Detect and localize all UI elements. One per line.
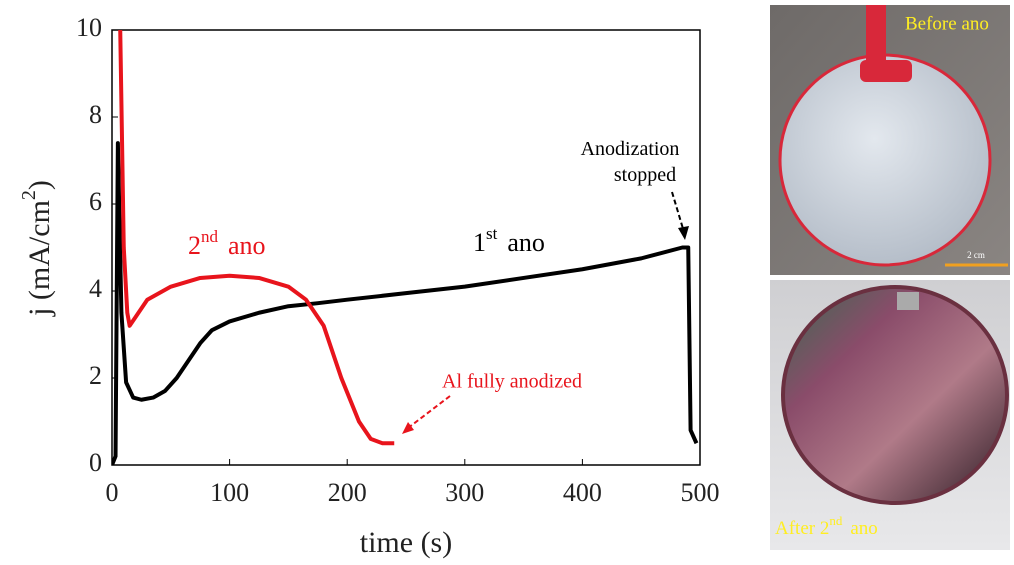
annotation-line: Anodization (581, 138, 680, 160)
y-tick-label: 10 (76, 13, 102, 42)
series-label-part: 2 (188, 231, 201, 260)
annotation-line: stopped (614, 164, 676, 186)
photo-label-part: After 2 (775, 518, 829, 539)
series-label: 2nd ano (188, 227, 266, 260)
y-axis-label: j (mA/cm2) (18, 180, 56, 317)
y-tick-label: 2 (89, 361, 102, 390)
plot-frame (111, 29, 701, 466)
y-label-part: ) (23, 180, 56, 190)
x-tick-label: 500 (681, 478, 720, 507)
y-tick-label: 6 (89, 187, 102, 216)
photo-label: After 2nd ano (775, 513, 878, 539)
x-tick-label: 0 (106, 478, 119, 507)
x-tick-label: 300 (445, 478, 484, 507)
photo-after: After 2nd ano (770, 280, 1010, 550)
x-tick-label: 400 (563, 478, 602, 507)
series-label: 1st ano (473, 224, 545, 257)
arrowhead (678, 226, 689, 240)
photo-label: Before ano (905, 13, 989, 34)
annotation: Al fully anodized (442, 371, 582, 393)
arrowhead (402, 422, 414, 434)
series-label-sup: nd (201, 227, 219, 246)
x-tick-label: 200 (328, 478, 367, 507)
series-line (112, 141, 699, 465)
y-label-part: j (mA/cm (23, 200, 56, 317)
annotation: Anodization stopped (581, 138, 680, 186)
y-tick-label: 8 (89, 100, 102, 129)
y-label-sup: 2 (18, 190, 40, 200)
y-tick-label: 4 (89, 274, 102, 303)
y-tick-label: 0 (89, 448, 102, 477)
plot-area (112, 30, 699, 465)
photo-before: Before ano 2 cm (770, 5, 1010, 275)
arrow (671, 191, 685, 233)
series-label-part: 1 (473, 228, 486, 257)
photo-label-part: ano (850, 518, 877, 539)
x-axis-label: time (s) (360, 526, 452, 559)
arrow (407, 395, 451, 429)
scale-label: 2 cm (967, 250, 985, 260)
series-label-part: ano (228, 231, 266, 260)
series-line (118, 30, 395, 446)
series-label-part: ano (507, 228, 545, 257)
series-label-sup: st (486, 224, 498, 243)
photo-label-sup: nd (829, 513, 843, 528)
x-tick-label: 100 (210, 478, 249, 507)
